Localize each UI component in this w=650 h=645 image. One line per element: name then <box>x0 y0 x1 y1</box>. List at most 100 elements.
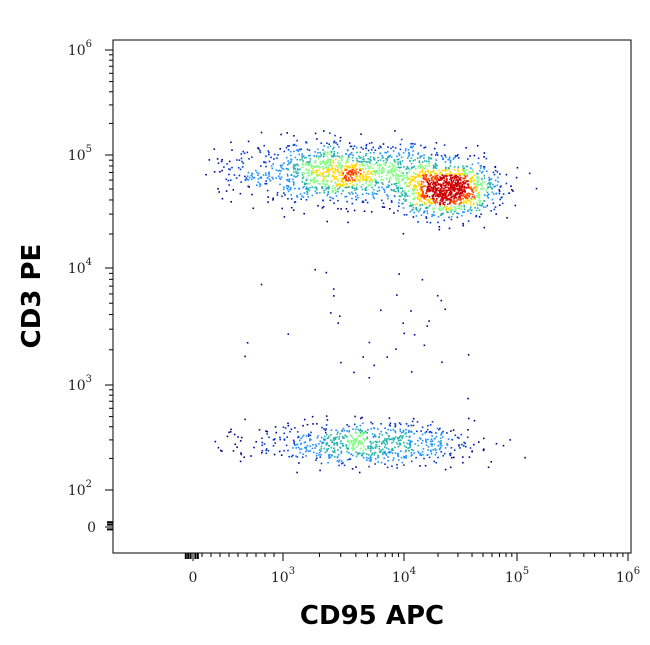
data-point <box>346 160 349 163</box>
data-point <box>394 162 397 164</box>
data-point <box>351 166 353 169</box>
data-point <box>340 164 342 166</box>
data-point <box>285 184 288 187</box>
data-point <box>316 170 319 172</box>
data-point <box>314 160 317 162</box>
data-point <box>436 197 438 200</box>
data-point <box>452 186 455 189</box>
data-point <box>481 185 483 187</box>
data-point <box>460 204 462 207</box>
data-point <box>415 185 418 187</box>
data-point <box>451 181 453 183</box>
data-point <box>459 447 461 449</box>
data-point <box>335 195 338 197</box>
data-point <box>398 205 400 208</box>
data-point <box>395 178 397 180</box>
data-point <box>280 170 282 172</box>
data-point <box>441 196 443 199</box>
data-point <box>365 180 367 183</box>
data-point <box>428 183 430 186</box>
data-point <box>321 441 324 444</box>
data-point <box>394 425 396 428</box>
data-point <box>217 162 220 164</box>
data-point <box>384 446 386 448</box>
data-point <box>429 430 432 433</box>
data-point <box>444 308 446 311</box>
data-point <box>371 141 373 144</box>
data-point <box>318 155 320 158</box>
data-point <box>324 151 326 153</box>
data-point <box>286 132 288 134</box>
data-point <box>381 206 384 208</box>
data-point <box>231 166 233 169</box>
data-point <box>327 152 329 154</box>
data-point <box>334 158 337 161</box>
data-point <box>449 190 452 192</box>
data-point <box>394 423 396 425</box>
data-point <box>380 146 382 149</box>
data-point <box>348 142 351 144</box>
data-point <box>514 204 517 207</box>
data-point <box>336 143 339 146</box>
data-point <box>397 163 399 165</box>
data-point <box>376 441 379 444</box>
data-point <box>288 178 291 181</box>
data-point <box>467 180 469 182</box>
data-point <box>417 152 420 154</box>
data-point <box>408 446 411 449</box>
data-point <box>426 180 428 183</box>
data-point <box>474 198 477 200</box>
data-point <box>407 190 410 192</box>
data-point <box>308 189 311 192</box>
data-point <box>353 187 355 189</box>
data-point <box>266 433 268 435</box>
data-point <box>352 154 354 156</box>
data-point <box>421 174 424 177</box>
data-point <box>330 434 332 436</box>
data-point <box>316 180 319 182</box>
data-point <box>470 198 473 201</box>
data-point <box>432 214 435 216</box>
data-point <box>455 174 458 177</box>
data-point <box>366 436 368 439</box>
data-point <box>368 377 371 379</box>
data-point <box>404 456 406 458</box>
data-point <box>430 452 433 455</box>
data-point <box>307 188 309 191</box>
data-point <box>493 173 496 176</box>
data-point <box>346 424 348 426</box>
data-point <box>449 186 452 188</box>
data-point <box>434 204 437 206</box>
data-point <box>346 186 349 189</box>
data-point <box>325 179 328 181</box>
data-point <box>456 193 458 196</box>
data-point <box>421 451 424 453</box>
data-point <box>415 215 418 217</box>
data-point <box>416 202 418 205</box>
data-point <box>316 175 319 178</box>
data-point <box>344 165 346 167</box>
data-point <box>392 428 395 431</box>
data-point <box>257 147 259 149</box>
data-point <box>343 437 345 439</box>
data-point <box>265 430 267 432</box>
data-point <box>438 208 440 210</box>
data-point <box>384 151 386 154</box>
data-point <box>333 150 336 153</box>
data-point <box>311 447 314 450</box>
data-point <box>286 187 288 189</box>
data-point <box>315 192 318 194</box>
data-point <box>225 178 227 181</box>
data-point <box>377 456 379 459</box>
data-point <box>311 415 314 418</box>
data-point <box>359 157 361 159</box>
data-point <box>275 431 277 434</box>
data-point <box>230 141 232 144</box>
data-point <box>386 466 389 469</box>
data-point <box>463 208 466 210</box>
data-point <box>473 443 475 446</box>
data-point <box>349 441 352 443</box>
data-point <box>383 450 385 453</box>
data-point <box>301 158 303 160</box>
data-point <box>447 198 449 200</box>
